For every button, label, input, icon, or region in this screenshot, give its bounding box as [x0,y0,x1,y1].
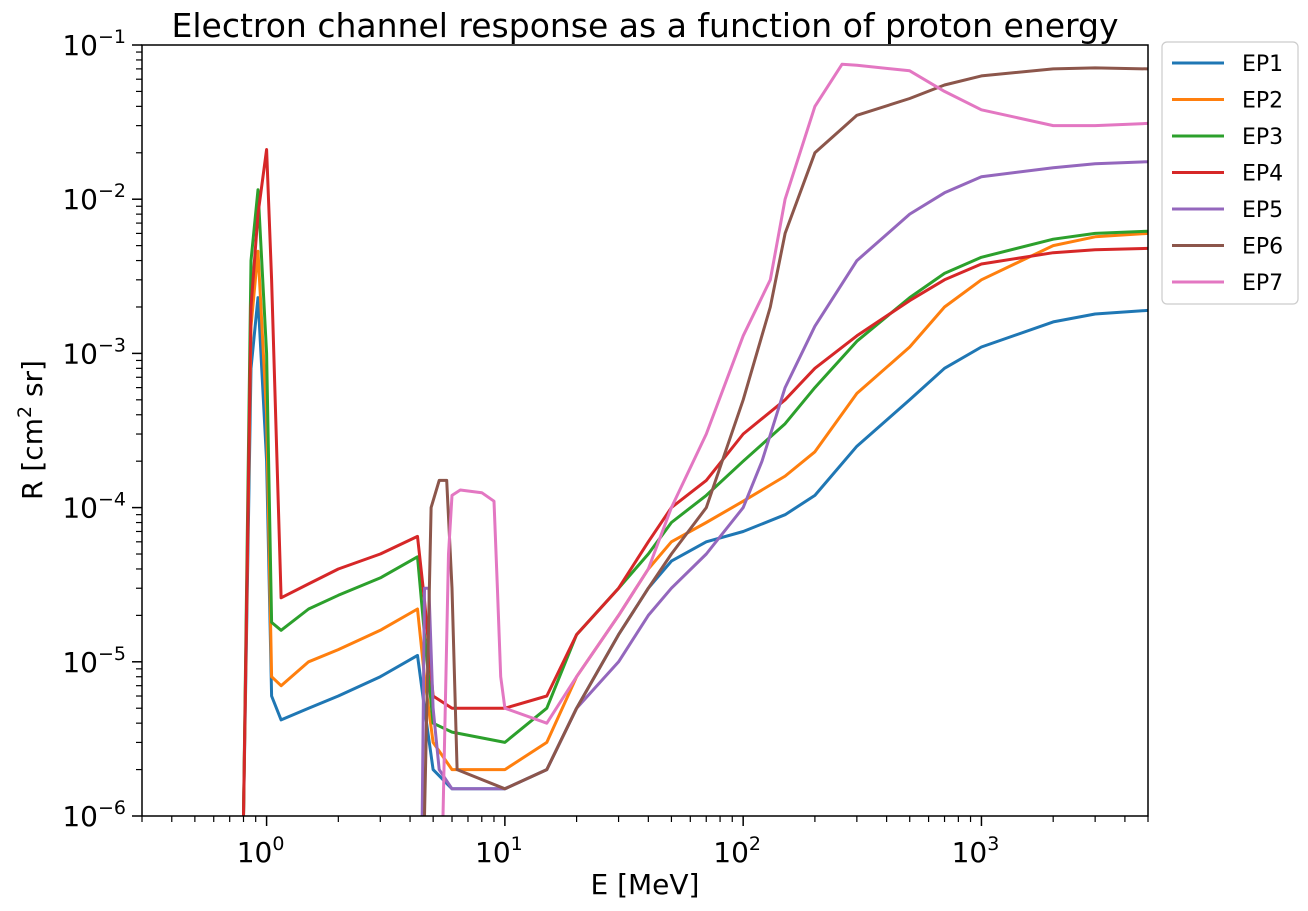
legend-label-ep5: EP5 [1242,198,1283,223]
series-line-ep3 [242,188,1148,816]
x-tick-label: 100 [237,833,285,869]
legend: EP1 EP2 EP3 EP4 EP5 EP6 EP7 [1161,41,1299,305]
plot-frame [141,44,1149,817]
series-line-ep5 [420,160,1148,816]
x-tick-label: 103 [952,833,1000,869]
y-axis-label: R [cm2 sr] [14,360,49,500]
y-tick-label: 10−6 [62,797,126,833]
y-axis: 10−6 10−5 10−4 10−3 10−2 10−1 [62,26,142,833]
y-tick-label: 10−3 [62,334,126,370]
x-tick-label: 102 [713,833,761,869]
legend-label-ep3: EP3 [1242,125,1283,150]
legend-box [1161,41,1299,305]
y-axis-label-main: R [cm [16,418,49,500]
chart-title: Electron channel response as a function … [172,6,1119,45]
series-line-ep7 [441,62,1148,816]
y-tick-label: 10−1 [62,26,126,62]
series-line-ep4 [242,148,1148,816]
legend-label-ep6: EP6 [1242,235,1283,260]
x-tick-label: 101 [475,833,523,869]
legend-label-ep4: EP4 [1242,162,1283,187]
series-layer [242,62,1148,816]
y-tick-label: 10−5 [62,643,126,679]
y-axis-label-rest: sr] [16,360,49,406]
x-axis-label: E [MeV] [591,868,700,901]
y-tick-label: 10−4 [62,489,126,525]
y-tick-label: 10−2 [62,180,126,216]
y-axis-label-sup: 2 [14,406,36,418]
series-line-ep2 [242,231,1148,816]
legend-label-ep2: EP2 [1242,89,1283,114]
x-axis: 100 101 102 103 [141,816,1149,869]
legend-label-ep1: EP1 [1242,52,1283,77]
series-line-ep6 [423,66,1148,816]
legend-label-ep7: EP7 [1242,271,1283,296]
